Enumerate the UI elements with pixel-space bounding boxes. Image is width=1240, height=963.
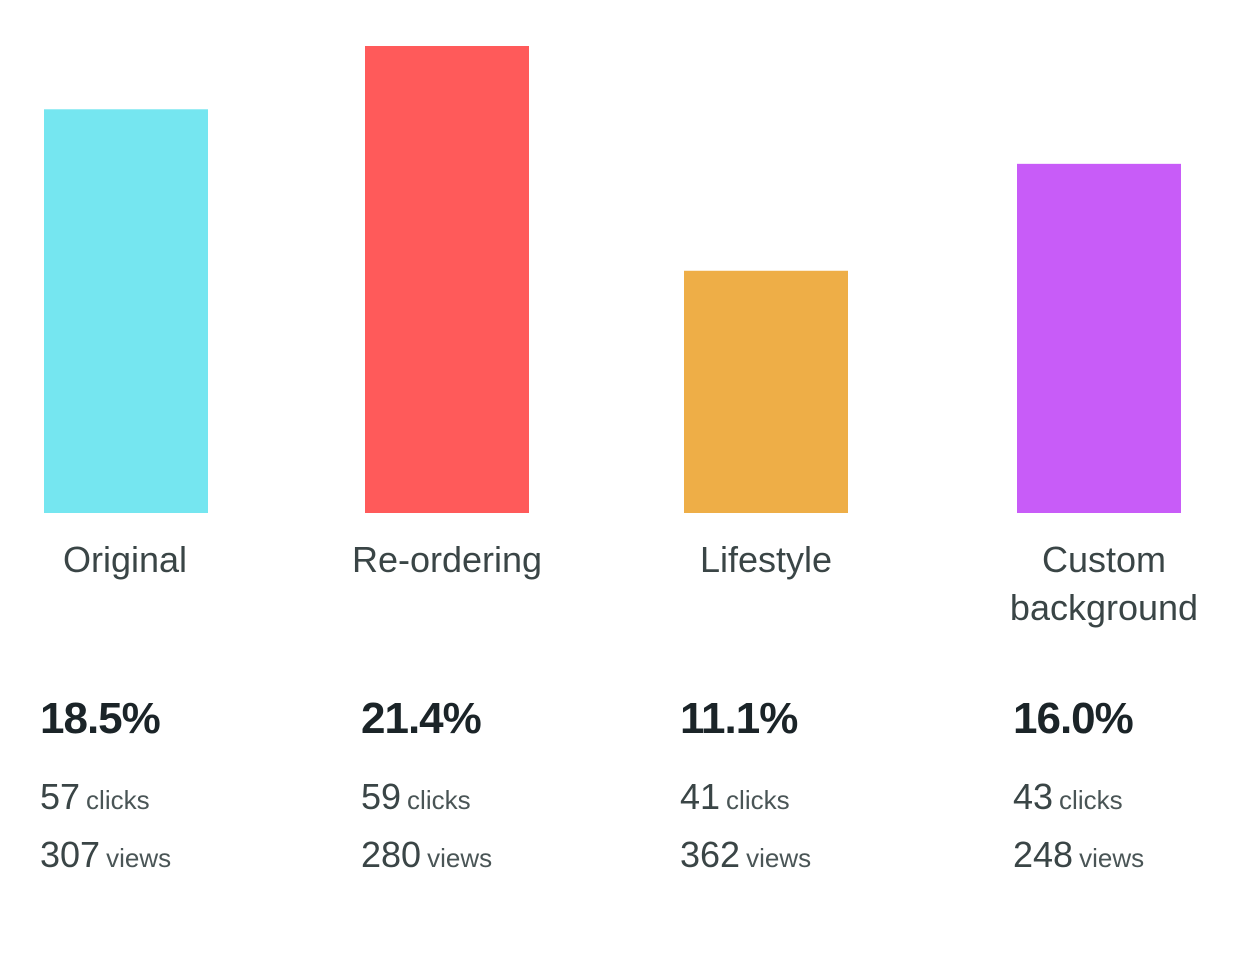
clicks-stat-original: 57 clicks — [40, 776, 150, 818]
clicks-unit: clicks — [1059, 785, 1123, 815]
clicks-unit: clicks — [726, 785, 790, 815]
views-stat-original: 307 views — [40, 834, 171, 876]
category-label-re-ordering: Re-ordering — [340, 536, 554, 584]
category-label-line: Custom — [1041, 539, 1167, 580]
views-stat-re-ordering: 280 views — [361, 834, 492, 876]
category-label-line: Original — [62, 539, 188, 580]
category-label-original: Original — [45, 536, 205, 584]
views-value: 280 — [361, 834, 422, 875]
bar-custom-background — [1017, 163, 1181, 513]
views-value: 362 — [680, 834, 741, 875]
bar-lifestyle — [684, 270, 848, 513]
views-stat-custom-background: 248 views — [1013, 834, 1144, 876]
views-unit: views — [1079, 843, 1145, 873]
bar-re-ordering — [365, 46, 529, 513]
rate-label-custom-background: 16.0% — [1013, 694, 1134, 743]
category-label-lifestyle: Lifestyle — [684, 536, 848, 584]
clicks-stat-custom-background: 43 clicks — [1013, 776, 1123, 818]
clicks-stat-lifestyle: 41 clicks — [680, 776, 790, 818]
views-unit: views — [746, 843, 812, 873]
rate-label-re-ordering: 21.4% — [361, 694, 482, 743]
clicks-stat-re-ordering: 59 clicks — [361, 776, 471, 818]
category-label-line: background — [1009, 587, 1199, 628]
bar-original — [44, 109, 208, 514]
clicks-value: 41 — [680, 776, 721, 817]
category-label-custom-background: Custom background — [990, 536, 1218, 632]
clicks-value: 59 — [361, 776, 402, 817]
rate-label-original: 18.5% — [40, 694, 161, 743]
clicks-unit: clicks — [407, 785, 471, 815]
views-unit: views — [106, 843, 172, 873]
views-stat-lifestyle: 362 views — [680, 834, 811, 876]
clicks-value: 57 — [40, 776, 81, 817]
views-value: 248 — [1013, 834, 1074, 875]
category-label-line: Lifestyle — [699, 539, 833, 580]
views-value: 307 — [40, 834, 101, 875]
views-unit: views — [427, 843, 493, 873]
clicks-value: 43 — [1013, 776, 1054, 817]
category-label-line: Re-ordering — [351, 539, 543, 580]
rate-label-lifestyle: 11.1% — [680, 694, 798, 743]
bar-chart — [44, 46, 1181, 514]
clicks-unit: clicks — [86, 785, 150, 815]
